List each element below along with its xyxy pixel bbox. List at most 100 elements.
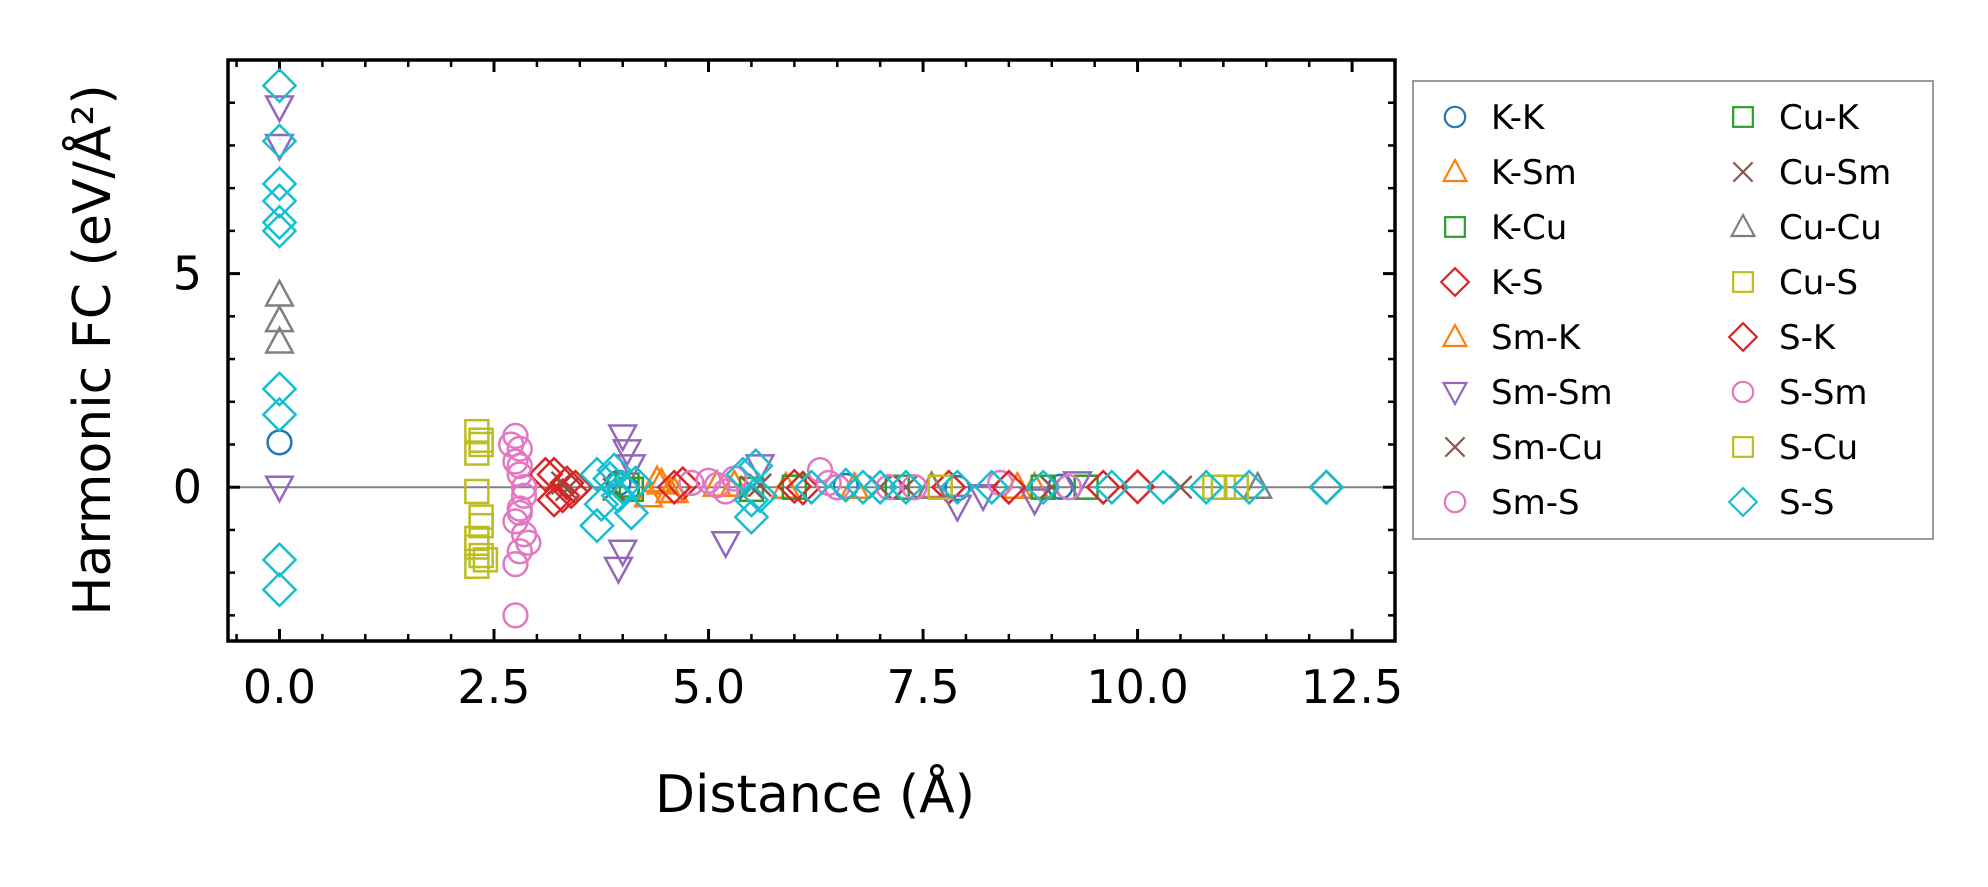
data-point bbox=[845, 469, 881, 506]
legend-box bbox=[1412, 80, 1934, 540]
data-point bbox=[472, 547, 499, 573]
legend-label: Cu-Sm bbox=[1779, 153, 1891, 193]
legend-marker bbox=[1444, 216, 1466, 238]
data-point bbox=[264, 278, 295, 307]
data-point bbox=[464, 418, 490, 445]
legend-marker bbox=[1732, 106, 1754, 128]
data-point bbox=[1188, 469, 1225, 506]
data-point bbox=[468, 504, 494, 530]
legend-marker bbox=[1443, 490, 1467, 514]
data-point bbox=[641, 464, 673, 493]
series-s-sm bbox=[498, 431, 928, 556]
data-point bbox=[862, 469, 899, 506]
data-point bbox=[613, 494, 650, 531]
data-point bbox=[506, 499, 533, 526]
legend-marker bbox=[1444, 436, 1466, 458]
x-axis-label: Distance (Å) bbox=[655, 763, 975, 825]
data-point bbox=[1223, 474, 1249, 500]
data-point bbox=[261, 213, 298, 249]
data-point bbox=[264, 303, 295, 333]
data-point bbox=[617, 465, 654, 501]
data-point bbox=[502, 602, 529, 629]
data-point bbox=[1025, 469, 1062, 506]
legend-label: Sm-Sm bbox=[1491, 373, 1613, 413]
data-point bbox=[264, 475, 295, 504]
data-point bbox=[506, 452, 533, 479]
data-point bbox=[678, 469, 705, 497]
data-point bbox=[654, 474, 686, 504]
data-point bbox=[1073, 474, 1099, 500]
legend-label: K-Sm bbox=[1491, 153, 1577, 193]
series-s-s bbox=[261, 67, 1345, 608]
data-point bbox=[502, 550, 529, 578]
series-s-k bbox=[527, 456, 1345, 518]
legend-marker bbox=[1443, 105, 1467, 129]
data-point bbox=[888, 469, 924, 506]
data-point bbox=[967, 484, 999, 513]
data-point bbox=[793, 469, 830, 506]
data-point bbox=[549, 465, 585, 501]
legend-label: Sm-Cu bbox=[1491, 428, 1603, 468]
legend-marker bbox=[1732, 271, 1754, 293]
data-point bbox=[579, 456, 615, 493]
series-sm-sm bbox=[264, 95, 1093, 585]
data-point bbox=[261, 204, 298, 241]
data-point bbox=[733, 499, 770, 535]
legend-marker bbox=[1732, 436, 1754, 458]
data-point bbox=[884, 474, 911, 500]
y-tick-label: 0 bbox=[173, 460, 202, 514]
x-tick-label: 7.5 bbox=[886, 660, 959, 714]
data-point bbox=[1062, 471, 1093, 500]
data-point bbox=[710, 530, 742, 560]
data-point bbox=[785, 470, 821, 506]
x-tick-label: 10.0 bbox=[1086, 660, 1188, 714]
data-point bbox=[973, 469, 1010, 506]
data-point bbox=[944, 474, 971, 502]
data-point bbox=[464, 478, 490, 505]
legend-label: S-K bbox=[1779, 318, 1837, 358]
data-point bbox=[536, 482, 572, 518]
data-point bbox=[987, 469, 1014, 497]
data-point bbox=[1085, 469, 1122, 506]
data-point bbox=[264, 133, 295, 163]
x-tick-label: 12.5 bbox=[1301, 660, 1403, 714]
x-tick-label: 5.0 bbox=[672, 660, 745, 714]
data-point bbox=[261, 166, 298, 202]
legend-label: Cu-S bbox=[1779, 263, 1858, 303]
data-point bbox=[712, 478, 739, 505]
legend-marker bbox=[1729, 212, 1757, 238]
series-cu-k bbox=[618, 474, 1056, 503]
data-point bbox=[600, 477, 637, 514]
data-point bbox=[506, 461, 533, 488]
data-point bbox=[607, 424, 639, 453]
data-point bbox=[261, 123, 298, 160]
legend-label: K-Cu bbox=[1491, 208, 1567, 248]
data-point bbox=[510, 482, 538, 509]
data-point bbox=[468, 427, 494, 453]
data-point bbox=[990, 469, 1027, 506]
data-point bbox=[733, 482, 770, 518]
data-point bbox=[901, 474, 928, 501]
legend-marker bbox=[1441, 381, 1469, 407]
data-point bbox=[703, 471, 731, 499]
data-point bbox=[1308, 469, 1345, 506]
data-point bbox=[1145, 469, 1182, 506]
data-point bbox=[502, 448, 529, 475]
plot-frame bbox=[226, 58, 1397, 643]
x-tick-label: 0.0 bbox=[243, 660, 316, 714]
plot-area: 0.0 2.5 5.0 7.5 10.0 12.5 0 5 bbox=[173, 58, 1403, 714]
legend-label: S-Cu bbox=[1779, 428, 1858, 468]
legend-label: Cu-K bbox=[1779, 98, 1861, 138]
data-point bbox=[603, 556, 634, 585]
data-point bbox=[1231, 469, 1267, 506]
data-point bbox=[515, 529, 542, 556]
data-point bbox=[544, 477, 581, 514]
data-point bbox=[776, 468, 813, 505]
legend: K-K K-Sm K-Cu K-S Sm-K Sm-Sm Sm-Cu Sm-S Cu-K Cu-S… bbox=[1412, 80, 1934, 540]
data-point bbox=[261, 541, 298, 578]
data-point bbox=[875, 474, 902, 501]
data-point bbox=[510, 474, 538, 501]
data-point bbox=[261, 571, 298, 608]
legend-label: K-K bbox=[1491, 98, 1546, 138]
